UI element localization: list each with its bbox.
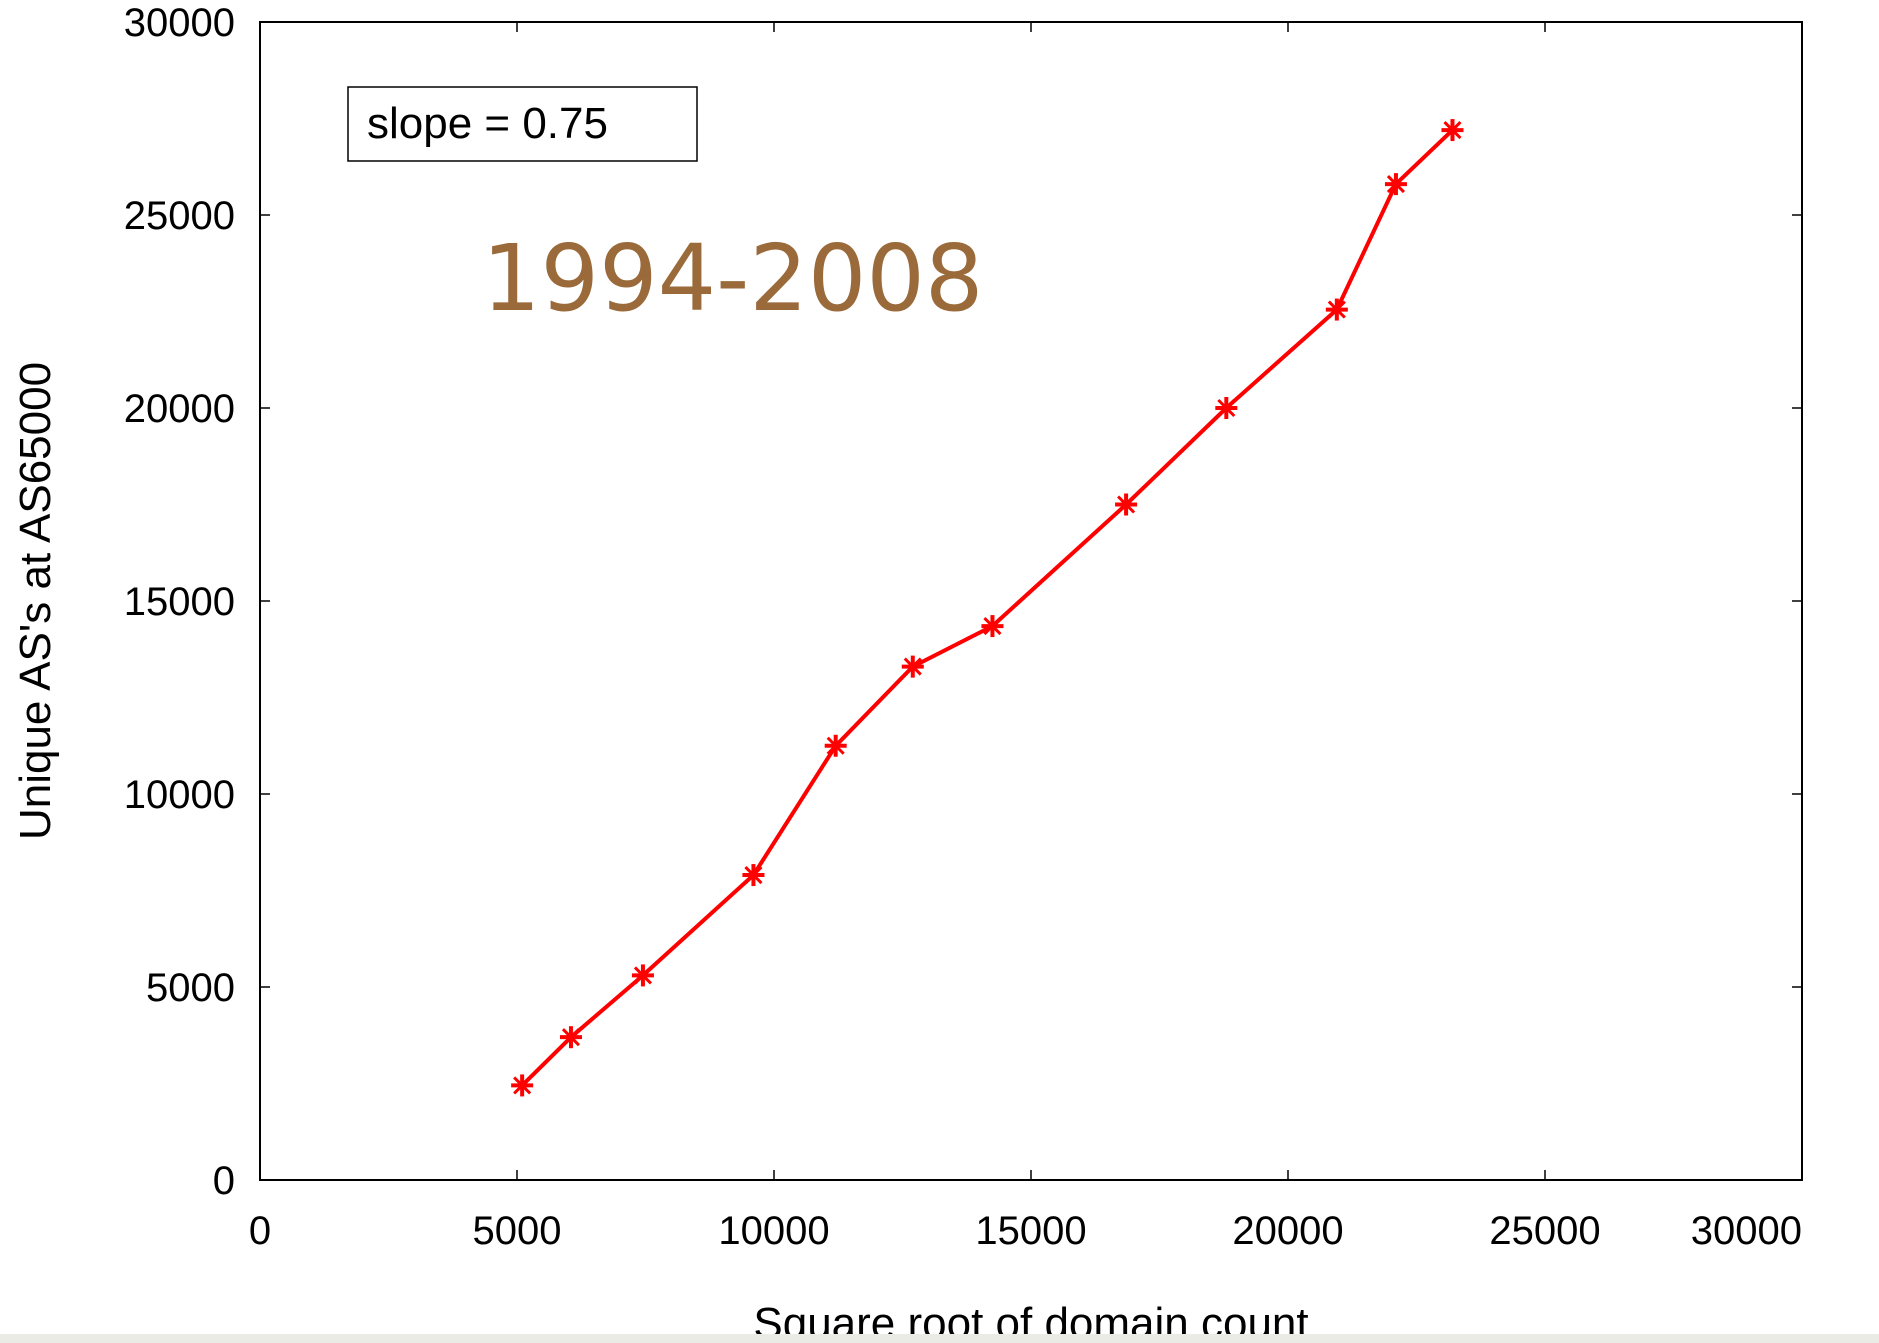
legend-text: slope = 0.75 xyxy=(367,99,608,148)
x-tick-label: 20000 xyxy=(1232,1209,1343,1253)
series-layer xyxy=(511,119,1464,1097)
x-tick-label: 5000 xyxy=(473,1209,562,1253)
x-tick-label: 15000 xyxy=(975,1209,1086,1253)
y-tick-label: 0 xyxy=(213,1159,235,1203)
data-point xyxy=(1215,397,1238,419)
data-point xyxy=(1325,298,1348,321)
plot-area xyxy=(259,21,1803,1181)
data-point xyxy=(559,1026,582,1049)
axis-ticks xyxy=(260,22,1802,1180)
x-tick-labels: 0 5000 10000 15000 20000 25000 30000 xyxy=(249,1209,1802,1253)
data-point xyxy=(1441,119,1464,142)
x-tick-label: 10000 xyxy=(718,1209,829,1253)
y-tick-label: 25000 xyxy=(124,194,235,238)
x-tick-label: 25000 xyxy=(1489,1209,1600,1253)
data-point xyxy=(901,655,924,678)
data-point xyxy=(824,734,847,757)
series-line xyxy=(520,128,1454,1087)
y-tick-label: 20000 xyxy=(124,387,235,431)
year-range-annotation: 1994-2008 xyxy=(482,225,983,332)
legend-box xyxy=(347,86,698,162)
x-tick-label: 30000 xyxy=(1691,1209,1802,1253)
y-tick-label: 10000 xyxy=(124,773,235,817)
y-tick-labels: 0 5000 10000 15000 20000 25000 30000 xyxy=(124,1,235,1203)
data-point xyxy=(742,864,765,887)
y-tick-label: 30000 xyxy=(124,1,235,45)
data-point xyxy=(981,615,1004,638)
footer-strip xyxy=(0,1334,1879,1343)
y-tick-label: 15000 xyxy=(124,580,235,624)
y-axis-label: Unique AS's at AS65000 xyxy=(11,362,60,840)
data-point xyxy=(1384,173,1407,196)
y-tick-label: 5000 xyxy=(146,966,235,1010)
data-point xyxy=(631,964,654,987)
data-point xyxy=(1115,493,1138,516)
x-tick-label: 0 xyxy=(249,1209,271,1253)
data-point xyxy=(511,1074,534,1097)
